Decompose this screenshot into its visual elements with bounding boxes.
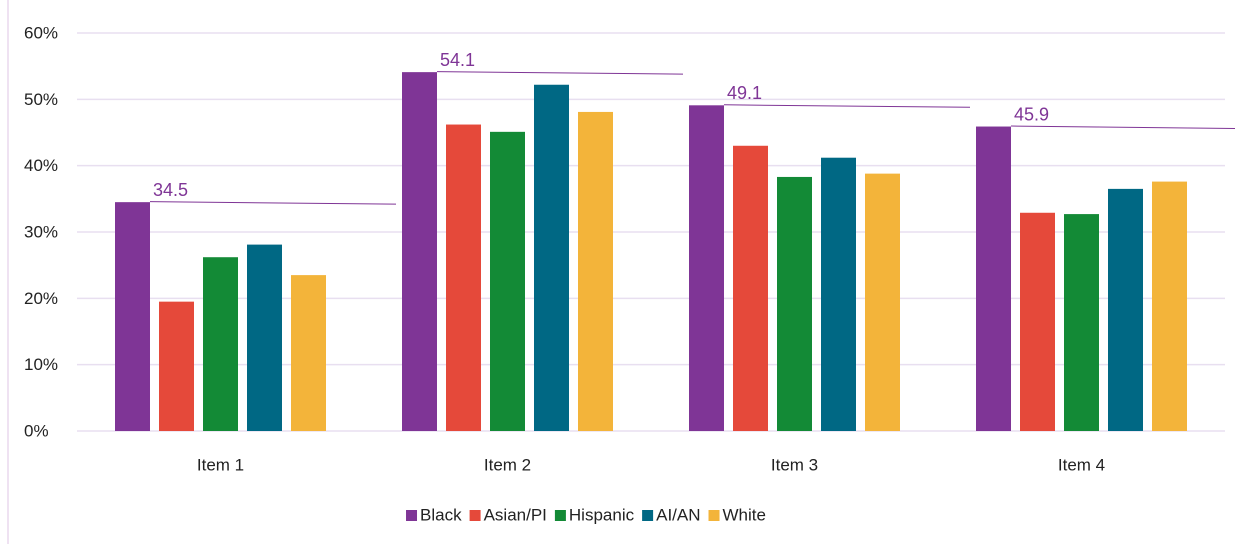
y-tick-label: 30% [24, 222, 58, 241]
bar [865, 173, 900, 432]
bar [159, 301, 194, 431]
bar [578, 111, 613, 431]
legend-label: AI/AN [656, 505, 700, 524]
x-tick-label: Item 3 [771, 455, 818, 474]
bar [1152, 181, 1187, 431]
legend-label: Hispanic [569, 505, 635, 524]
legend-label: Black [420, 505, 462, 524]
bar [203, 257, 238, 431]
bar [446, 124, 481, 431]
bar [490, 131, 525, 431]
bar [1108, 188, 1143, 431]
x-tick-label: Item 2 [484, 455, 531, 474]
y-tick-label: 50% [24, 90, 58, 109]
legend-swatch [406, 510, 418, 521]
bar [777, 176, 812, 431]
y-tick-label: 10% [24, 355, 58, 374]
y-tick-label: 60% [24, 23, 58, 42]
y-tick-label: 0% [24, 421, 49, 440]
legend-swatch [708, 510, 720, 521]
legend-swatch [642, 510, 654, 521]
bar [1020, 212, 1055, 431]
bar [821, 157, 856, 431]
data-label: 49.1 [727, 83, 762, 103]
bar [115, 202, 150, 431]
data-label: 45.9 [1014, 104, 1049, 124]
x-tick-label: Item 1 [197, 455, 244, 474]
leader-line [436, 71, 684, 75]
x-tick-label: Item 4 [1058, 455, 1105, 474]
leader-line [149, 201, 397, 205]
bar [534, 84, 569, 432]
legend-label: White [723, 505, 766, 524]
bar [976, 126, 1011, 431]
bar [689, 105, 724, 431]
bar [733, 145, 768, 431]
bar [247, 244, 282, 431]
legend-label: Asian/PI [484, 505, 547, 524]
bar [1064, 214, 1099, 431]
leader-line [723, 104, 971, 108]
bar [291, 275, 326, 431]
leader-line [1010, 125, 1235, 130]
legend-swatch [554, 510, 566, 521]
bar [402, 72, 437, 432]
data-label: 54.1 [440, 50, 475, 70]
y-tick-label: 40% [24, 156, 58, 175]
legend-swatch [469, 510, 481, 521]
data-label: 34.5 [153, 180, 188, 200]
y-tick-label: 20% [24, 289, 58, 308]
